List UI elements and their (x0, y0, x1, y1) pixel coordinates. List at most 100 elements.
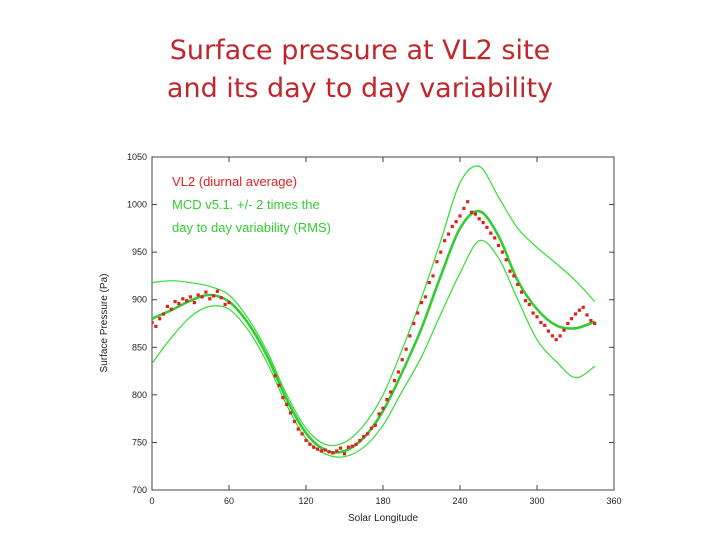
data-point (277, 383, 281, 387)
data-point (439, 250, 443, 254)
axis-ticks: 0 60 120 180 240 300 360 700 750 800 850 900 950 1000… (127, 152, 622, 506)
data-point (346, 445, 350, 449)
data-point (196, 293, 200, 297)
data-point (412, 321, 416, 326)
plot-frame (151, 156, 615, 491)
data-point (331, 451, 335, 455)
model-lines (152, 165, 596, 458)
data-point (185, 299, 189, 303)
data-point (366, 432, 370, 436)
x-tick-label: 240 (452, 496, 467, 506)
series-line-model-mean (152, 209, 596, 454)
y-tick-label: 950 (132, 247, 147, 257)
data-point (489, 231, 493, 235)
data-point (427, 281, 431, 285)
data-point (443, 239, 447, 243)
data-point (342, 452, 347, 456)
data-point (219, 296, 223, 300)
data-point (273, 374, 277, 378)
data-point (504, 258, 508, 262)
data-point (462, 206, 466, 210)
data-point (289, 411, 293, 415)
data-point (362, 435, 366, 439)
data-point (350, 444, 354, 448)
observed-points (152, 200, 597, 456)
data-point (200, 295, 204, 299)
data-point (327, 450, 331, 454)
data-point (577, 308, 581, 312)
data-point (520, 290, 524, 294)
x-tick-label: 60 (224, 496, 234, 506)
x-tick-label: 0 (149, 496, 154, 506)
data-point (373, 423, 377, 427)
data-point (369, 426, 373, 430)
data-point (416, 311, 420, 315)
data-point (158, 317, 162, 321)
data-point (581, 305, 585, 309)
y-axis-label: Surface Pressure (Pa) (99, 274, 110, 373)
data-point (543, 323, 547, 327)
data-point (473, 212, 477, 216)
data-point (227, 301, 231, 305)
data-point (527, 302, 531, 307)
data-point (423, 295, 427, 299)
data-point (535, 315, 539, 319)
data-point (358, 438, 362, 443)
data-point (169, 307, 173, 311)
data-point (450, 224, 454, 229)
data-point (204, 290, 208, 294)
data-point (392, 379, 397, 383)
data-point (593, 321, 597, 326)
data-point (589, 319, 593, 323)
x-tick-label: 120 (298, 496, 313, 506)
data-point (585, 313, 589, 317)
data-point (570, 317, 574, 321)
y-tick-label: 1050 (127, 152, 147, 162)
data-point (431, 274, 435, 278)
series-line-model-lower (152, 239, 596, 458)
data-point (454, 220, 458, 224)
chart-legend: VL2 (diurnal average) MCD v5.1. +/- 2 ti… (172, 174, 331, 235)
data-point (319, 449, 323, 453)
data-point (469, 210, 474, 214)
data-point (408, 334, 412, 338)
y-tick-label: 850 (132, 342, 147, 352)
data-point (558, 334, 562, 338)
data-point (404, 347, 408, 351)
data-point (377, 412, 381, 416)
slide-title-line-2: and its day to day variability (166, 73, 554, 104)
data-point (152, 320, 154, 325)
data-point (496, 243, 501, 248)
data-point (516, 282, 520, 287)
data-point (531, 311, 535, 315)
data-point (215, 289, 219, 293)
y-tick-label: 800 (132, 390, 147, 400)
data-point (208, 297, 212, 301)
y-tick-label: 900 (132, 295, 147, 305)
data-point (304, 438, 308, 443)
data-point (400, 358, 404, 362)
data-point (396, 370, 400, 374)
data-point (539, 320, 543, 325)
data-point (312, 445, 316, 449)
y-tick-label: 750 (132, 437, 147, 447)
data-point (546, 329, 551, 333)
data-point (188, 295, 193, 299)
data-point (446, 232, 451, 236)
data-point (485, 225, 489, 229)
data-point (562, 328, 566, 332)
data-point (354, 442, 358, 446)
y-tick-label: 1000 (127, 200, 147, 210)
x-axis-label: Solar Longitude (348, 513, 418, 524)
legend-item-model-cont: day to day variability (RMS) (172, 220, 331, 235)
data-point (162, 312, 166, 316)
data-point (493, 236, 497, 240)
x-tick-label: 360 (606, 496, 621, 506)
data-point (177, 301, 181, 306)
data-point (481, 221, 485, 225)
legend-item-model: MCD v5.1. +/- 2 times the (172, 197, 320, 212)
data-point (512, 274, 516, 278)
data-point (419, 301, 424, 305)
x-tick-label: 180 (375, 496, 390, 506)
